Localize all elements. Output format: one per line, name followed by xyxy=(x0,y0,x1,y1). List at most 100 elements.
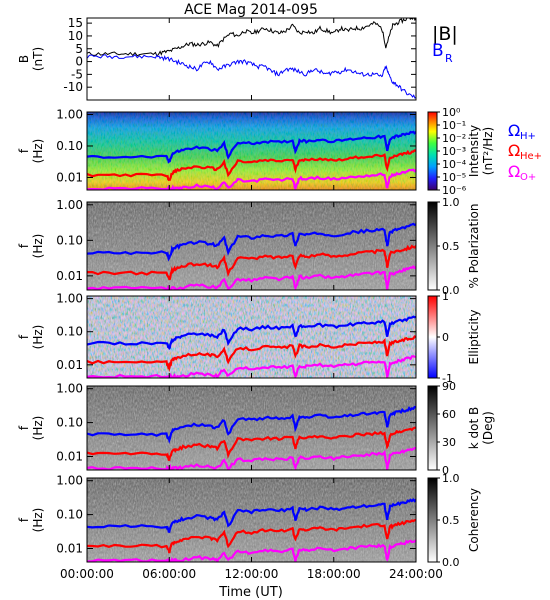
y-axis-unit: (Hz) xyxy=(31,416,45,441)
colorbar-tick-label: 0.0 xyxy=(442,284,460,297)
y-axis-label: f (Hz) xyxy=(17,416,45,441)
y-tick-label: 1.00 xyxy=(56,107,83,121)
colorbar-tick-label: 0.5 xyxy=(442,514,460,527)
gyrofrequency-curve-Heplus xyxy=(87,426,416,461)
y-tick-label: 5 xyxy=(75,42,83,56)
y-axis-name: f xyxy=(17,148,31,153)
x-tick-label: 24:00:00 xyxy=(389,567,443,581)
gyro-legend-subscript: H+ xyxy=(520,131,536,142)
y-axis-name: f xyxy=(17,425,31,430)
colorbar-tick-label: 90 xyxy=(442,380,456,393)
colorbar xyxy=(427,385,438,471)
y-axis-name: f xyxy=(17,517,31,522)
colorbar-unit: (nT²/Hz) xyxy=(481,127,495,175)
gyrofrequency-curve-Oplus xyxy=(87,265,416,290)
panel-4: 1.00 0.10 0.01 xyxy=(56,382,417,471)
gyrofrequency-curve-Hplus xyxy=(87,498,416,534)
x-axis-ticks xyxy=(86,386,417,470)
y-axis-label: f (Hz) xyxy=(17,234,45,259)
colorbar-label: Intensity xyxy=(467,125,481,177)
series-line-BR xyxy=(87,53,416,99)
gyro-legend-omega: Ω xyxy=(508,121,520,140)
panel-frame xyxy=(86,17,417,101)
y-axis-unit: (Hz) xyxy=(31,325,45,350)
gyrofrequency-legend: Ω H+Ω He+Ω O+ xyxy=(508,121,542,183)
colorbar-tick-label: 10⁻² xyxy=(442,132,466,145)
y-tick-label: 1.00 xyxy=(56,198,83,212)
colorbar-label: Ellipticity xyxy=(467,310,481,365)
y-tick-label: 10 xyxy=(68,29,83,43)
colorbar xyxy=(427,111,438,191)
colorbar-tick-label: 10⁻³ xyxy=(442,145,466,158)
y-axis-label: f (Hz) xyxy=(17,139,45,164)
y-tick-label: 1.00 xyxy=(56,474,83,488)
spectrogram-texture xyxy=(87,202,416,290)
legend-entry-br-subscript: R xyxy=(445,52,453,65)
panel-2: 1.00 0.10 0.01 xyxy=(56,198,417,291)
panel-1: 1.00 0.10 0.01 Ω H+Ω He+Ω O+ xyxy=(56,107,542,191)
chart-title: ACE Mag 2014-095 xyxy=(184,2,318,18)
colorbar-tick-label: -1 xyxy=(442,372,453,385)
colorbar-unit: (Deg) xyxy=(481,411,495,445)
y-tick-label: -10 xyxy=(63,80,83,94)
y-axis-name: B xyxy=(17,55,31,63)
spectrogram-texture xyxy=(87,296,416,378)
panel-3: 1.00 0.10 0.01 xyxy=(56,292,417,379)
y-tick-label: 0.10 xyxy=(56,139,83,153)
y-axis-name: f xyxy=(17,243,31,248)
gyrofrequency-curve-Oplus xyxy=(87,446,416,470)
gyrofrequency-curve-Heplus xyxy=(87,335,416,373)
colorbar-tick-label: 10⁻⁴ xyxy=(442,158,467,171)
colorbar-tick-label: 1.0 xyxy=(442,472,460,485)
y-tick-label: 0.01 xyxy=(56,170,83,184)
spectrogram-texture xyxy=(87,386,416,470)
panel-5: 1.00 0.10 0.01 00:00:00 06:00:00 12:00:00 18:0… xyxy=(56,474,443,581)
colorbar-tick-label: 0 xyxy=(442,331,449,344)
legend: |B|B R xyxy=(432,23,458,65)
y-tick-label: 15 xyxy=(68,16,83,30)
y-axis-unit: (Hz) xyxy=(31,508,45,533)
gyrofrequency-curve-Heplus xyxy=(87,518,416,554)
colorbar-tick-label: 30 xyxy=(442,436,456,449)
y-axis-unit: (Hz) xyxy=(31,234,45,259)
colorbar xyxy=(427,295,438,379)
y-tick-label: 0.01 xyxy=(56,542,83,556)
x-axis-ticks: 00:00:00 06:00:00 12:00:00 18:00:00 24:00:00 xyxy=(60,478,443,581)
x-axis-ticks xyxy=(86,296,417,378)
gyrofrequency-curve-Hplus xyxy=(87,405,416,444)
y-tick-label: 0.01 xyxy=(56,450,83,464)
legend-entry-b-magnitude: |B| xyxy=(432,23,458,45)
colorbar-label: k dot B xyxy=(467,407,481,449)
colorbar-tick-label: 0 xyxy=(442,464,449,477)
colorbar-label: Coherency xyxy=(467,488,481,552)
spectrogram-texture xyxy=(87,478,416,562)
colorbar-tick-label: 10⁻¹ xyxy=(442,119,466,132)
y-axis-label: B (nT) xyxy=(17,47,45,71)
gyrofrequency-curve-Heplus xyxy=(87,244,416,281)
y-tick-label: 1.00 xyxy=(56,382,83,396)
gyrofrequency-curve-Oplus xyxy=(87,539,416,562)
x-tick-label: 00:00:00 xyxy=(60,567,114,581)
gyrofrequency-curve-Oplus xyxy=(87,355,416,378)
y-axis-label: f (Hz) xyxy=(17,325,45,350)
colorbar-tick-label: 10⁰ xyxy=(442,106,461,119)
gyrofrequency-curve-Hplus xyxy=(87,222,416,262)
x-tick-label: 12:00:00 xyxy=(225,567,279,581)
colorbar-tick-label: 10⁻⁵ xyxy=(442,171,466,184)
x-tick-label: 18:00:00 xyxy=(307,567,361,581)
y-tick-label: 0.01 xyxy=(56,358,83,372)
colorbar-tick-label: 10⁻⁶ xyxy=(442,184,467,197)
legend-entry-br: B xyxy=(432,41,444,61)
x-axis-ticks xyxy=(86,112,417,190)
gyrofrequency-curve-Hplus xyxy=(87,315,416,350)
y-tick-label: 0.10 xyxy=(56,233,83,247)
colorbar-tick-label: 0.5 xyxy=(442,240,460,253)
gyrofrequency-curve-Oplus xyxy=(87,168,416,190)
y-axis-unit: (nT) xyxy=(31,47,45,71)
colorbar-tick-label: 60 xyxy=(442,408,456,421)
gyrofrequency-curve-Hplus xyxy=(87,130,416,164)
x-axis-ticks xyxy=(86,202,417,290)
